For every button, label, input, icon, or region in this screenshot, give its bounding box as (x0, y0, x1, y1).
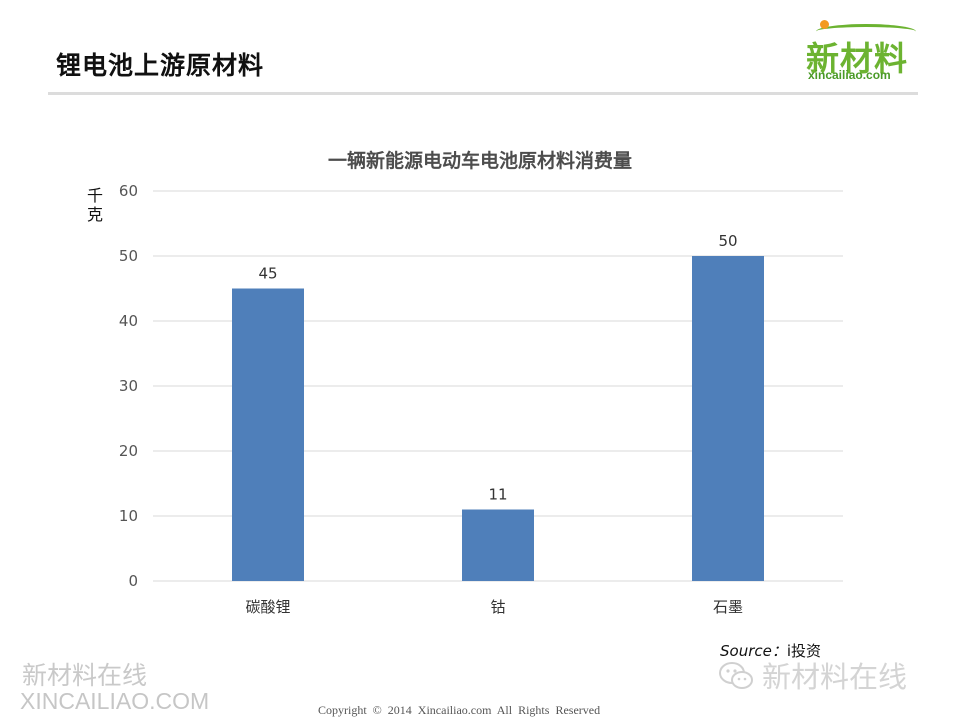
y-tick-label: 40 (119, 312, 138, 330)
source-value: i投资 (786, 642, 822, 660)
copyright: Copyright © 2014 Xincailiao.com All Righ… (318, 703, 601, 717)
bar (232, 288, 304, 581)
y-tick-label: 30 (119, 377, 138, 395)
source-label: Source： (720, 642, 787, 660)
bar (462, 509, 534, 581)
logo-text-en: xincailiao.com (808, 68, 891, 82)
watermark-right-text: 新材料在线 (762, 660, 908, 694)
source-note: Source：i投资 (720, 640, 821, 661)
y-tick-label: 50 (119, 247, 138, 265)
page-title: 锂电池上游原材料 (56, 51, 265, 80)
y-tick-label: 60 (119, 182, 138, 200)
y-tick-label: 0 (128, 572, 138, 590)
watermark-left-cn: 新材料在线 (22, 661, 148, 690)
chart-title: 一辆新能源电动车电池原材料消费量 (327, 150, 632, 172)
y-tick-label: 10 (119, 507, 138, 525)
brand-logo: 新材料 xincailiao.com (806, 20, 924, 86)
y-axis-unit-label: 千克 (86, 186, 103, 224)
wechat-icon (719, 662, 753, 689)
bar (692, 256, 764, 581)
x-tick-label: 钴 (490, 598, 505, 616)
x-tick-label: 碳酸锂 (245, 598, 290, 616)
title-divider (48, 92, 918, 95)
logo-text-cn: 新材料 (806, 39, 908, 78)
labels-layer: 0 10 20 30 40 50 60 45 碳酸锂 11 钴 50 石墨 (119, 182, 743, 616)
x-tick-label: 石墨 (713, 598, 743, 616)
bars-layer (232, 256, 764, 581)
logo-roof-icon (816, 24, 916, 39)
watermark-left-en: XINCAILIAO.COM (20, 688, 210, 714)
data-label: 50 (718, 232, 737, 250)
watermark-right: 新材料在线 (718, 654, 907, 696)
data-label: 11 (488, 486, 507, 504)
data-label: 45 (258, 265, 277, 283)
logo-dot-icon (820, 20, 829, 29)
y-tick-label: 20 (119, 442, 138, 460)
